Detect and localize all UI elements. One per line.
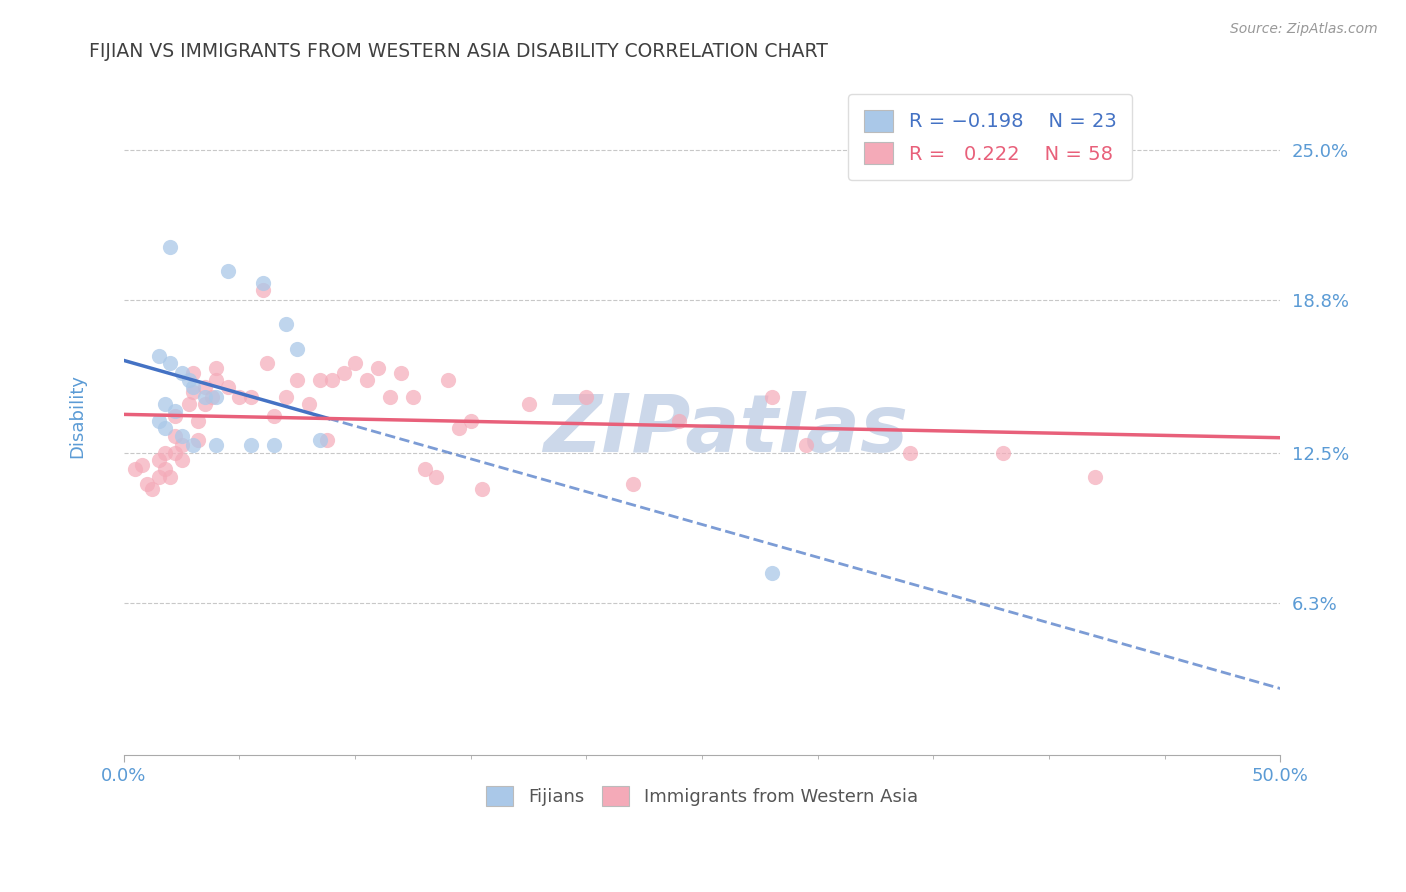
Point [449, 421, 471, 435]
Point [159, 356, 181, 370]
Point [668, 414, 690, 428]
Point [155, 462, 177, 476]
Point [187, 434, 209, 448]
Point [187, 414, 209, 428]
Point [205, 438, 228, 452]
Point [316, 434, 339, 448]
Point [159, 469, 181, 483]
Point [332, 366, 354, 380]
Text: Disability: Disability [69, 375, 87, 458]
Point [194, 397, 217, 411]
Text: FIJIAN VS IMMIGRANTS FROM WESTERN ASIA DISABILITY CORRELATION CHART: FIJIAN VS IMMIGRANTS FROM WESTERN ASIA D… [89, 42, 828, 61]
Point [621, 477, 644, 491]
Point [181, 438, 204, 452]
Point [141, 482, 163, 496]
Point [148, 349, 170, 363]
Point [309, 373, 332, 387]
Point [217, 264, 239, 278]
Point [194, 390, 217, 404]
Point [309, 434, 332, 448]
Point [205, 390, 228, 404]
Point [155, 421, 177, 435]
Point [274, 390, 297, 404]
Point [240, 390, 263, 404]
Point [181, 385, 204, 400]
Text: ZIPatlas: ZIPatlas [543, 391, 908, 469]
Point [181, 366, 204, 380]
Point [124, 462, 146, 476]
Point [170, 428, 193, 442]
Point [356, 373, 378, 387]
Point [181, 380, 204, 394]
Point [148, 414, 170, 428]
Point [163, 409, 186, 424]
Point [1084, 469, 1107, 483]
Point [170, 452, 193, 467]
Point [163, 445, 186, 459]
Point [263, 409, 285, 424]
Point [217, 380, 239, 394]
Point [205, 373, 228, 387]
Point [240, 438, 263, 452]
Point [285, 373, 308, 387]
Point [163, 404, 186, 418]
Point [425, 469, 447, 483]
Point [367, 360, 389, 375]
Point [159, 240, 181, 254]
Point [471, 482, 494, 496]
Point [263, 438, 285, 452]
Point [517, 397, 540, 411]
Point [575, 390, 598, 404]
Point [402, 390, 425, 404]
Point [321, 373, 343, 387]
Point [131, 458, 153, 472]
Point [256, 356, 278, 370]
Point [177, 373, 200, 387]
Text: Source: ZipAtlas.com: Source: ZipAtlas.com [1230, 22, 1378, 37]
Point [460, 414, 482, 428]
Point [136, 477, 159, 491]
Point [155, 397, 177, 411]
Point [378, 390, 401, 404]
Point [163, 428, 186, 442]
Point [170, 366, 193, 380]
Point [898, 445, 921, 459]
Point [761, 390, 783, 404]
Point [252, 276, 274, 290]
Point [155, 445, 177, 459]
Point [177, 397, 200, 411]
Point [991, 445, 1014, 459]
Point [794, 438, 817, 452]
Point [205, 360, 228, 375]
Point [436, 373, 458, 387]
Point [170, 438, 193, 452]
Point [285, 342, 308, 356]
Legend: Fijians, Immigrants from Western Asia: Fijians, Immigrants from Western Asia [479, 779, 925, 814]
Point [148, 469, 170, 483]
Point [252, 284, 274, 298]
Point [391, 366, 413, 380]
Point [761, 566, 783, 581]
Point [344, 356, 367, 370]
Point [413, 462, 436, 476]
Point [148, 452, 170, 467]
Point [298, 397, 321, 411]
Point [228, 390, 250, 404]
Point [201, 390, 224, 404]
Point [274, 318, 297, 332]
Point [194, 380, 217, 394]
